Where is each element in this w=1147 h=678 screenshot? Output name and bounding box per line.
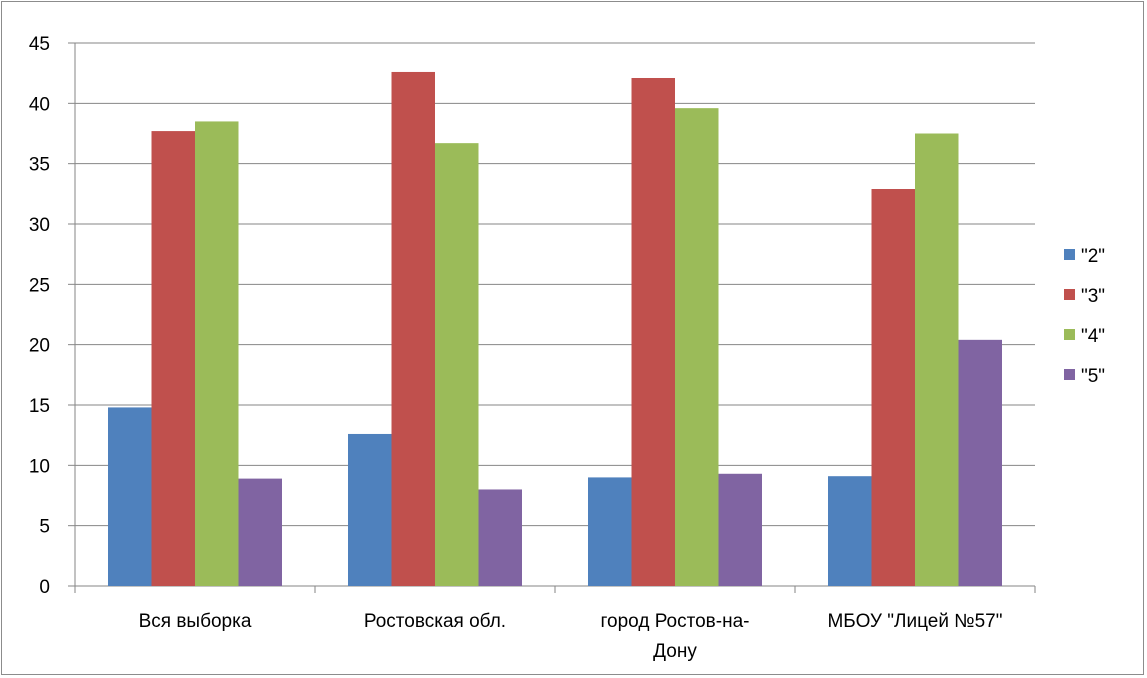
y-tick-label: 0 <box>39 577 50 598</box>
x-category-label: Ростовская обл. <box>364 611 506 632</box>
x-category-label: Дону <box>653 641 697 662</box>
legend-label: "4" <box>1081 326 1105 347</box>
legend-label: "5" <box>1081 366 1105 387</box>
legend-label: "2" <box>1081 246 1105 267</box>
y-tick-label: 25 <box>29 275 50 296</box>
bar <box>435 143 479 587</box>
y-tick-label: 5 <box>39 517 50 538</box>
bar <box>348 433 392 586</box>
bar <box>391 71 435 586</box>
y-tick-label: 40 <box>29 94 50 115</box>
bar <box>871 189 915 587</box>
bar <box>675 108 719 586</box>
bar <box>151 131 195 586</box>
y-tick-label: 30 <box>29 215 50 236</box>
bar <box>718 473 762 586</box>
y-tick-label: 15 <box>29 396 50 417</box>
bar <box>195 121 239 586</box>
y-tick-label: 35 <box>29 155 50 176</box>
y-tick-label: 20 <box>29 336 50 357</box>
legend-swatch <box>1064 249 1075 260</box>
bar <box>631 77 675 586</box>
legend-swatch <box>1064 289 1075 300</box>
x-category-label: МБОУ "Лицей №57" <box>827 611 1002 632</box>
y-tick-label: 45 <box>29 34 50 55</box>
x-category-label: Вся выборка <box>139 611 252 632</box>
bar <box>588 477 632 586</box>
x-category-label: город Ростов-на- <box>601 611 750 632</box>
legend-swatch <box>1064 369 1075 380</box>
legend-label: "3" <box>1081 286 1105 307</box>
bar <box>478 489 522 586</box>
legend-swatch <box>1064 329 1075 340</box>
bar <box>108 407 152 586</box>
bar <box>828 476 872 586</box>
bar <box>958 339 1002 586</box>
y-tick-label: 10 <box>29 456 50 477</box>
bar <box>238 478 282 586</box>
bar <box>915 133 959 586</box>
